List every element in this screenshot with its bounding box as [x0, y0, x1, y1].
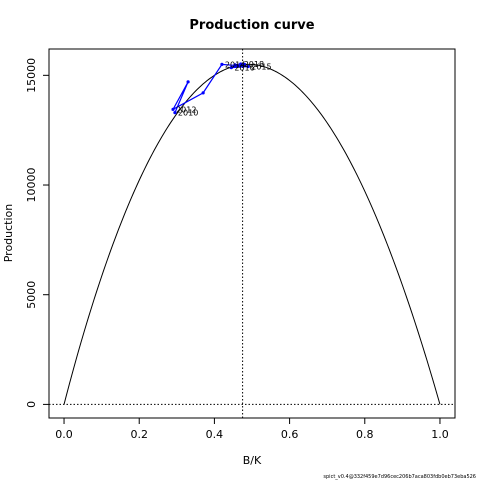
trajectory-point [201, 91, 205, 95]
trajectory-point [242, 62, 247, 66]
year-label: 2015 [251, 63, 271, 72]
plot-frame [48, 48, 456, 419]
version-footnote: spict_v0.4@332f459e7d96cec206b7aca803fdb… [323, 474, 476, 480]
chart-title: Production curve [189, 18, 314, 33]
trajectory-point [186, 80, 190, 84]
trajectory-point [239, 62, 243, 66]
y-tick-label: 5000 [25, 281, 38, 309]
x-tick-label: 0.0 [55, 428, 73, 441]
trajectory-point [171, 107, 175, 111]
year-label: 2014 [225, 60, 245, 69]
production-curve-line [63, 63, 441, 405]
trajectory-point [220, 62, 224, 66]
trajectory-point [246, 64, 250, 69]
y-axis: 0 5000 10000 15000 [25, 58, 49, 408]
year-label: 2010 [178, 109, 198, 118]
trajectory-point [233, 63, 237, 67]
y-tick-label: 15000 [25, 58, 38, 93]
y-axis-label: Production [2, 204, 15, 263]
y-tick-label: 0 [25, 401, 38, 408]
production-curve-layer [63, 63, 441, 405]
year-label: 2012 [176, 105, 196, 114]
reference-lines [49, 49, 455, 418]
y-tick-label: 10000 [25, 168, 38, 203]
x-tick-label: 0.6 [281, 428, 299, 441]
x-tick-label: 0.8 [356, 428, 374, 441]
x-axis: 0.0 0.2 0.4 0.6 0.8 1.0 [55, 417, 449, 441]
x-tick-label: 0.4 [206, 428, 224, 441]
trajectory-point [229, 66, 233, 70]
year-label: 2016 [234, 64, 254, 73]
x-tick-label: 1.0 [431, 428, 449, 441]
year-label: 2018 [244, 60, 264, 69]
x-tick-label: 0.2 [130, 428, 148, 441]
trajectory-point [173, 111, 177, 115]
x-axis-label: B/K [243, 454, 262, 467]
trajectory-layer [171, 62, 250, 115]
